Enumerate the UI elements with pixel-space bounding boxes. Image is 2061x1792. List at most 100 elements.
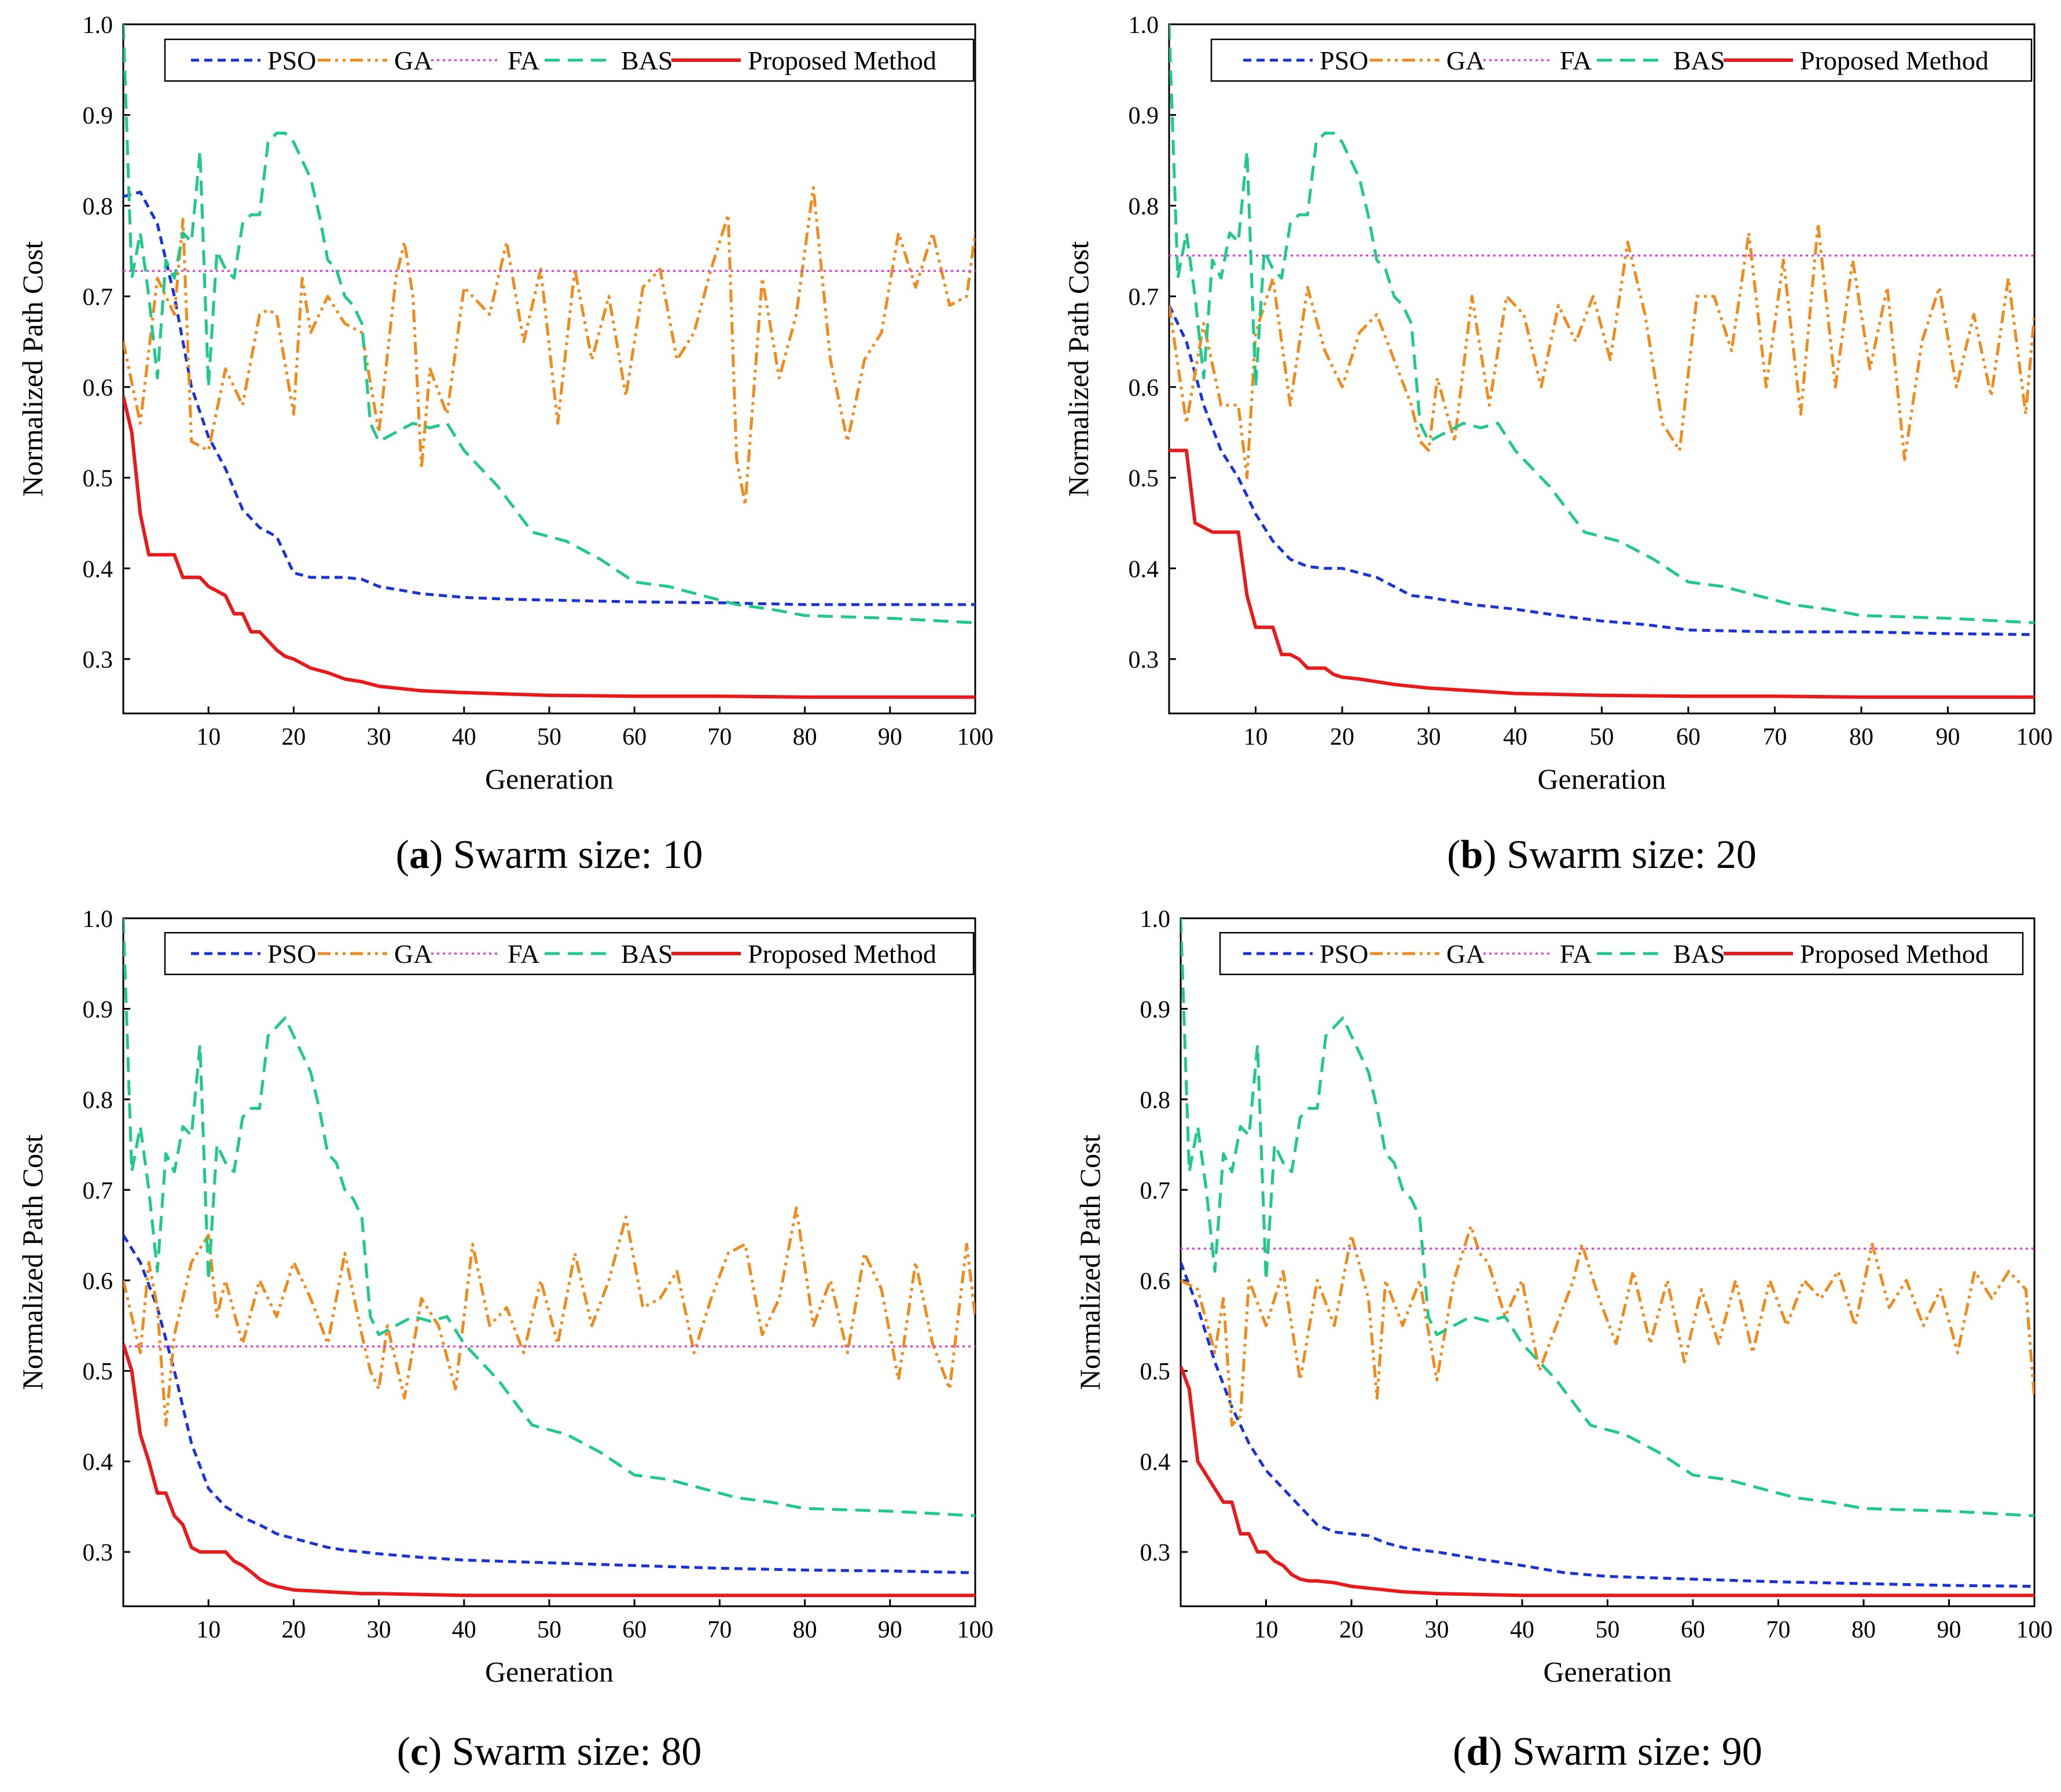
legend: PSO GA FA BAS Proposed Method (164, 932, 975, 976)
x-tick-label: 70 (707, 1617, 732, 1643)
x-axis-label: Generation (1537, 763, 1666, 795)
x-tick-label: 90 (1937, 1617, 1961, 1643)
x-tick-label: 20 (1339, 1617, 1364, 1643)
y-tick-label: 0.5 (1140, 1359, 1171, 1385)
x-tick-label: 40 (452, 1617, 476, 1643)
series-line-proposed-method (123, 395, 975, 699)
y-tick-label: 0.9 (83, 103, 113, 130)
y-tick-label: 0.3 (83, 1540, 113, 1566)
y-tick-label: 0.8 (83, 193, 113, 220)
legend-label-pso: PSO (267, 939, 316, 969)
legend-label-fa: FA (508, 939, 539, 969)
y-tick-label: 0.6 (83, 1268, 113, 1295)
x-tick-label: 10 (196, 724, 221, 750)
x-tick-label: 40 (1510, 1617, 1534, 1643)
series-group (123, 24, 975, 699)
x-axis-label: Generation (485, 1655, 613, 1688)
chart-panel-d: 10 20 30 40 50 60 70 80 90 100 0.3 0.4 0.5 0.6 0.7 0.8 0… (1074, 906, 2053, 1774)
y-tick-label: 0.5 (1129, 466, 1159, 492)
x-tick-label: 80 (793, 724, 817, 750)
legend-label-proposed-method: Proposed Method (748, 939, 936, 969)
series-line-proposed-method (123, 1343, 975, 1598)
caption-text: Swarm size: 80 (442, 1730, 701, 1774)
x-tick-label: 90 (878, 724, 902, 750)
y-tick-label: 0.5 (83, 1359, 113, 1385)
series-line-bas (1169, 24, 2034, 624)
y-axis-label: Normalized Path Cost (16, 241, 49, 497)
panel-caption: (d) Swarm size: 90 (1453, 1730, 1762, 1774)
y-tick-label: 0.9 (1129, 103, 1159, 130)
series-line-bas (123, 24, 975, 624)
series-line-ga (1181, 1224, 2034, 1427)
caption-text: Swarm size: 10 (443, 833, 703, 877)
x-tick-label: 30 (367, 724, 391, 750)
x-tick-label: 70 (1766, 1617, 1791, 1643)
caption-letter: a (409, 833, 429, 877)
y-tick-label: 0.8 (1129, 193, 1159, 220)
legend-label-pso: PSO (1320, 939, 1368, 969)
x-tick-label: 60 (1681, 1617, 1705, 1643)
x-tick-label: 60 (1676, 724, 1700, 750)
series-line-bas (123, 918, 975, 1518)
x-axis-label: Generation (1543, 1655, 1671, 1688)
x-tick-label: 40 (1503, 724, 1527, 750)
y-tick-label: 0.7 (1140, 1178, 1171, 1204)
y-tick-label: 0.3 (83, 647, 113, 674)
legend-label-bas: BAS (621, 46, 673, 75)
legend-label-proposed-method: Proposed Method (1800, 939, 1989, 969)
series-line-bas (1181, 918, 2034, 1518)
y-tick-label: 0.9 (1140, 996, 1171, 1023)
y-tick-label: 0.4 (1129, 556, 1159, 583)
x-tick-label: 90 (878, 1617, 902, 1643)
legend-label-proposed-method: Proposed Method (748, 46, 936, 75)
x-tick-label: 70 (707, 724, 732, 750)
panel-caption: (b) Swarm size: 20 (1447, 833, 1757, 877)
plot-frame (1168, 23, 2036, 715)
x-tick-label: 10 (1244, 724, 1268, 750)
caption-text: Swarm size: 90 (1502, 1730, 1762, 1774)
x-tick-label: 100 (957, 1617, 994, 1643)
x-tick-label: 100 (2016, 1617, 2053, 1643)
y-tick-label: 1.0 (83, 12, 113, 39)
caption-letter: d (1466, 1730, 1489, 1774)
legend: PSO GA FA BAS Proposed Method (1210, 38, 2033, 82)
y-tick-label: 0.7 (1129, 284, 1159, 311)
series-line-ga (123, 1206, 975, 1427)
y-tick-label: 0.4 (1140, 1449, 1171, 1476)
y-tick-label: 0.6 (1129, 375, 1159, 402)
x-tick-label: 40 (452, 724, 476, 750)
legend-label-pso: PSO (1320, 46, 1368, 75)
y-tick-label: 0.8 (1140, 1087, 1171, 1114)
plot-frame (122, 917, 976, 1607)
x-tick-label: 90 (1936, 724, 1960, 750)
x-tick-label: 30 (367, 1617, 391, 1643)
caption-text: Swarm size: 20 (1497, 833, 1757, 877)
series-line-ga (123, 186, 975, 507)
x-tick-label: 50 (1590, 724, 1614, 750)
x-tick-label: 80 (793, 1617, 817, 1643)
x-tick-label: 100 (2016, 724, 2053, 750)
chart-panel-b: 10 20 30 40 50 60 70 80 90 100 0.3 0.4 0.5 0.6 0.7 0.8 0… (1062, 12, 2053, 877)
y-tick-label: 0.3 (1129, 647, 1159, 674)
y-axis-label: Normalized Path Cost (1074, 1135, 1106, 1390)
y-tick-label: 0.8 (83, 1087, 113, 1114)
series-line-pso (123, 1234, 975, 1574)
panel-caption: (a) Swarm size: 10 (396, 833, 703, 877)
x-tick-label: 20 (281, 724, 306, 750)
y-tick-label: 0.6 (83, 375, 113, 402)
legend-label-bas: BAS (621, 939, 673, 969)
y-tick-label: 0.6 (1140, 1268, 1171, 1295)
series-line-proposed-method (1169, 448, 2034, 699)
plot-frame (122, 23, 976, 715)
caption-letter: c (410, 1730, 428, 1774)
x-tick-label: 60 (622, 724, 646, 750)
legend-label-proposed-method: Proposed Method (1800, 46, 1989, 75)
legend-label-ga: GA (394, 46, 432, 75)
x-tick-label: 70 (1763, 724, 1787, 750)
y-tick-label: 1.0 (1129, 12, 1159, 39)
legend-label-bas: BAS (1673, 46, 1725, 75)
y-tick-label: 0.5 (83, 466, 113, 492)
x-tick-label: 20 (281, 1617, 306, 1643)
series-line-pso (1181, 1261, 2034, 1588)
